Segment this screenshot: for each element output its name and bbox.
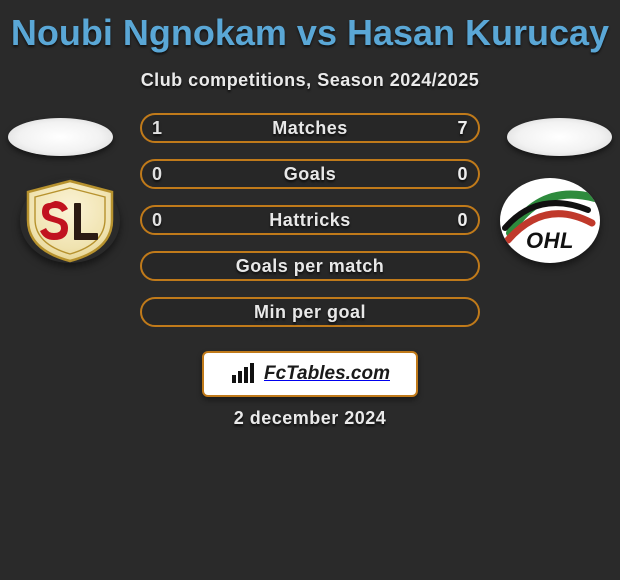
stat-pill: Hattricks <box>140 205 480 235</box>
fctables-badge[interactable]: FcTables.com <box>202 351 418 397</box>
bars-icon <box>230 363 258 385</box>
stat-pill: Min per goal <box>140 297 480 327</box>
fctables-label: FcTables.com <box>264 363 390 385</box>
stat-right-value: 0 <box>457 159 468 189</box>
stat-pill: Goals <box>140 159 480 189</box>
stats-area: 1 Matches 7 0 Goals 0 0 Hattricks 0 G <box>0 105 620 335</box>
subtitle: Club competitions, Season 2024/2025 <box>0 70 620 91</box>
stat-right-value: 0 <box>457 205 468 235</box>
page-title: Noubi Ngnokam vs Hasan Kurucay <box>0 0 620 54</box>
stat-label: Goals per match <box>236 256 385 277</box>
stat-right-value: 7 <box>457 113 468 143</box>
stat-label: Matches <box>272 118 348 139</box>
stat-row: 0 Hattricks 0 <box>0 197 620 243</box>
stat-row: 0 Goals 0 <box>0 151 620 197</box>
stat-pill: Goals per match <box>140 251 480 281</box>
stat-label: Min per goal <box>254 302 366 323</box>
capture-date: 2 december 2024 <box>0 408 620 429</box>
stat-pill: Matches <box>140 113 480 143</box>
stat-row: 1 Matches 7 <box>0 105 620 151</box>
stat-row: Goals per match <box>0 243 620 289</box>
stat-label: Goals <box>284 164 337 185</box>
stat-label: Hattricks <box>269 210 351 231</box>
stat-row: Min per goal <box>0 289 620 335</box>
